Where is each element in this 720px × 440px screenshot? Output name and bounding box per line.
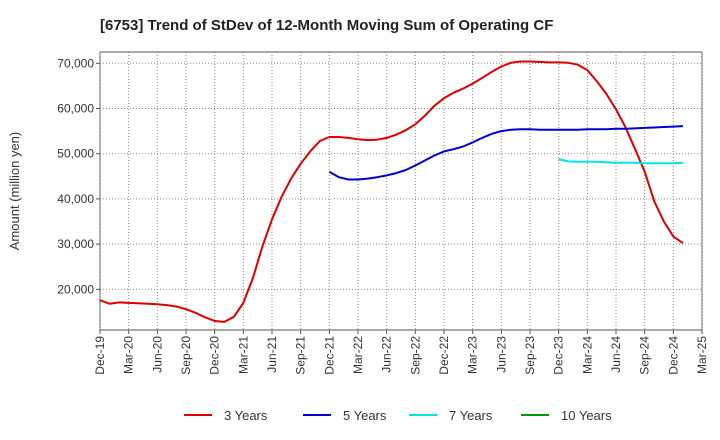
x-tick-label: Jun-22 <box>380 336 394 373</box>
x-tick-label: Dec-21 <box>322 336 336 375</box>
x-tick-label: Mar-23 <box>466 336 480 374</box>
x-tick-label: Mar-22 <box>351 336 365 374</box>
x-tick-label: Sep-23 <box>523 336 537 375</box>
x-tick-label: Mar-20 <box>122 336 136 374</box>
y-axis-label: Amount (million yen) <box>7 132 22 251</box>
x-tick-label: Dec-20 <box>208 336 222 375</box>
legend-label: 10 Years <box>561 408 612 423</box>
x-tick-label: Dec-23 <box>552 336 566 375</box>
series-lines <box>99 60 684 323</box>
chart-title: [6753] Trend of StDev of 12-Month Moving… <box>100 17 553 34</box>
y-tick-label: 30,000 <box>57 237 94 251</box>
x-tick-label: Sep-22 <box>408 336 422 375</box>
y-tick-label: 50,000 <box>57 147 94 161</box>
x-tick-label: Jun-23 <box>494 336 508 373</box>
grid <box>99 52 703 330</box>
x-tick-label: Jun-24 <box>609 336 623 373</box>
x-tick-labels: Dec-19 Mar-20 Jun-20 Sep-20 Dec-20 Mar-21 Jun-… <box>93 330 709 375</box>
x-tick-label: Dec-24 <box>666 336 680 375</box>
legend-label: 3 Years <box>224 408 268 423</box>
y-tick-labels: 20,000 30,000 40,000 50,000 60,000 70,000 <box>57 56 100 296</box>
y-tick-label: 60,000 <box>57 102 94 116</box>
legend-label: 7 Years <box>449 408 493 423</box>
x-tick-label: Dec-22 <box>437 336 451 375</box>
legend: 3 Years 5 Years 7 Years 10 Years <box>184 408 612 423</box>
y-tick-label: 40,000 <box>57 192 94 206</box>
y-tick-label: 20,000 <box>57 282 94 296</box>
series-line-3-years <box>99 60 684 323</box>
x-tick-label: Dec-19 <box>93 336 107 375</box>
series-line-7-years <box>558 158 683 165</box>
x-tick-label: Mar-21 <box>236 336 250 374</box>
x-tick-label: Jun-21 <box>265 336 279 373</box>
x-tick-label: Mar-24 <box>580 336 594 374</box>
x-tick-label: Mar-25 <box>695 336 709 374</box>
x-tick-label: Sep-21 <box>294 336 308 375</box>
x-tick-label: Jun-20 <box>150 336 164 373</box>
series-line-5-years <box>328 125 683 181</box>
legend-label: 5 Years <box>343 408 387 423</box>
x-tick-label: Sep-20 <box>179 336 193 375</box>
y-tick-label: 70,000 <box>57 56 94 70</box>
x-tick-label: Sep-24 <box>638 336 652 375</box>
